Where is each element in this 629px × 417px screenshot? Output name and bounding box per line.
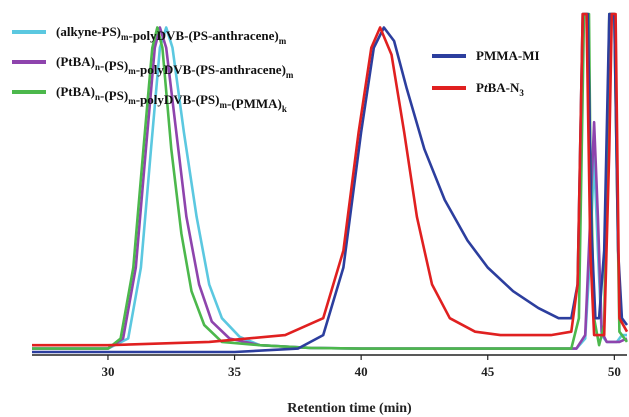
x-tick-layer: 30 35 40 45 50 <box>101 355 621 379</box>
legend-label-3: (PtBA)n-(PS)m-polyDVB-(PS)m-(PMMA)k <box>56 84 287 114</box>
legend-label-2: (PtBA)n-(PS)m-polyDVB-(PS-anthracene)m <box>56 54 294 80</box>
series-layer <box>32 12 629 354</box>
x-tick-label: 30 <box>101 364 114 379</box>
series-line-5 <box>32 12 629 347</box>
legend-label-5: PtBA-N3 <box>476 80 524 98</box>
x-tick-label: 50 <box>608 364 621 379</box>
x-tick-label: 45 <box>481 364 495 379</box>
series-line-2 <box>32 26 628 350</box>
legend: (alkyne-PS)m-polyDVB-(PS-anthracene)m (Pt… <box>12 24 540 114</box>
series-line-4 <box>32 12 629 354</box>
legend-label-1: (alkyne-PS)m-polyDVB-(PS-anthracene)m <box>56 24 287 46</box>
x-tick-label: 40 <box>355 364 368 379</box>
x-axis-title: Retention time (min) <box>287 401 412 416</box>
series-line-3 <box>32 12 629 350</box>
legend-label-4: PMMA-MI <box>476 48 540 63</box>
x-tick-label: 35 <box>228 364 242 379</box>
